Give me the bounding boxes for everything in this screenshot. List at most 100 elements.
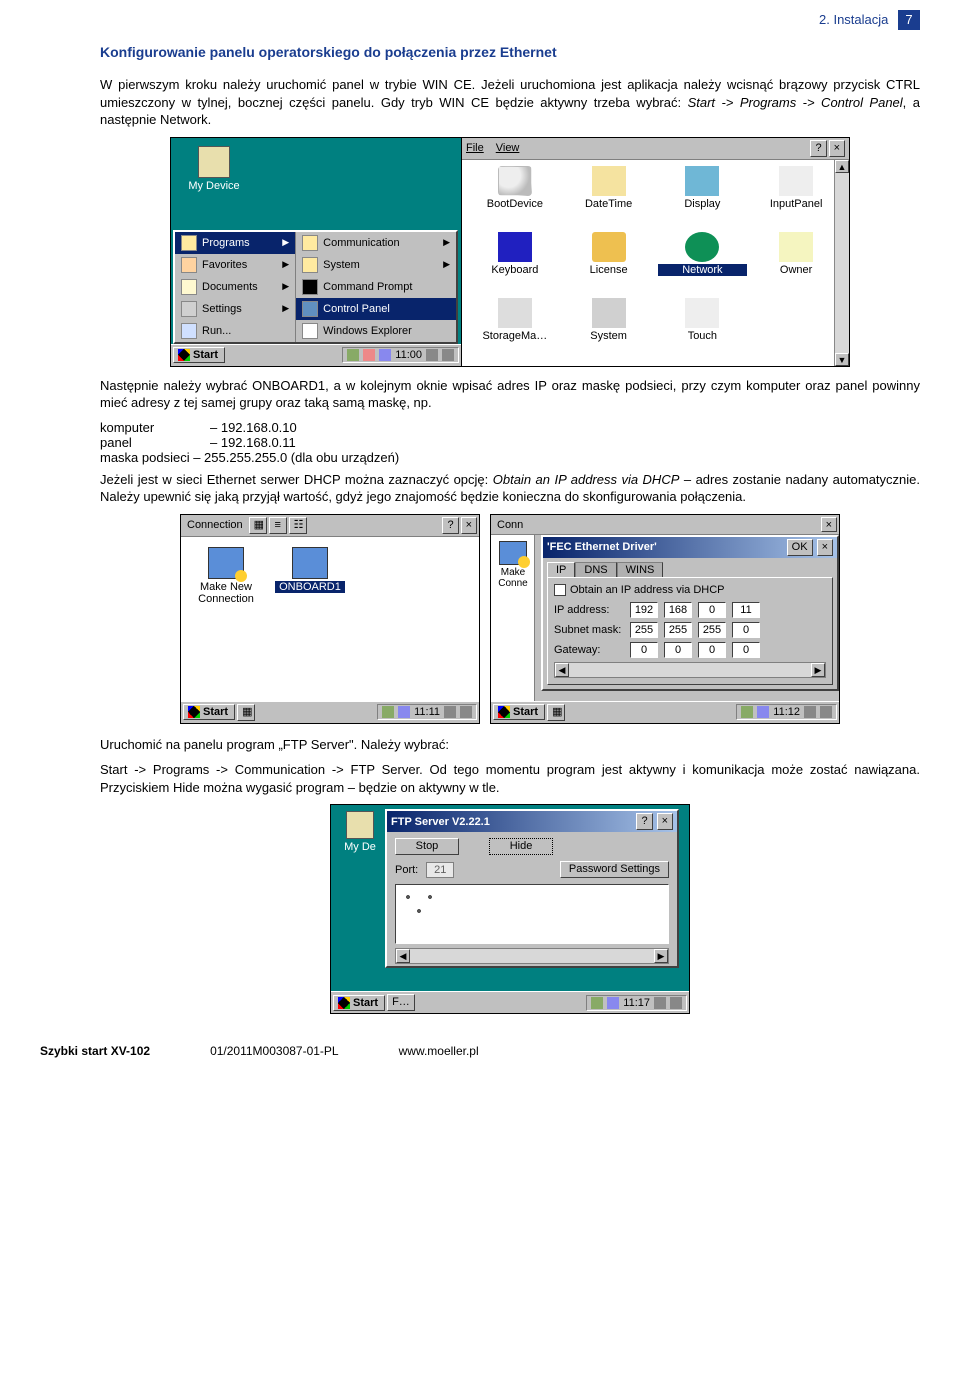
ip-oct-1[interactable]: 192 <box>630 602 658 618</box>
menu-view[interactable]: View <box>496 142 520 154</box>
run-icon <box>181 323 197 339</box>
start-menu-documents[interactable]: Documents▶ <box>175 276 295 298</box>
display-icon <box>685 166 719 196</box>
help-button[interactable]: ? <box>810 140 826 157</box>
connection-body: Make New Connection ONBOARD1 <box>181 537 479 701</box>
sub-oct-3[interactable]: 255 <box>698 622 726 638</box>
start-menu-settings[interactable]: Settings▶ <box>175 298 295 320</box>
conn-make-truncated[interactable]: Make Conne <box>493 541 533 589</box>
scroll-up-icon[interactable]: ▲ <box>835 160 849 173</box>
fec-taskbar: Start ▦ 11:12 <box>491 701 839 723</box>
password-settings-button[interactable]: Password Settings <box>560 861 669 878</box>
cp-system[interactable]: System <box>564 298 654 360</box>
close-button[interactable]: × <box>829 140 845 157</box>
vertical-scrollbar[interactable]: ▲ ▼ <box>834 160 849 366</box>
tray-icon <box>379 349 391 361</box>
para-ftp-intro: Uruchomić na panelu program „FTP Server"… <box>100 736 920 754</box>
start-button[interactable]: Start <box>333 995 385 1011</box>
taskbar-task-ftp[interactable]: F… <box>387 994 415 1011</box>
scroll-right-icon[interactable]: ▶ <box>811 663 825 677</box>
dhcp-checkbox[interactable] <box>554 584 566 596</box>
windows-flag-icon <box>498 706 510 718</box>
cp-network[interactable]: Network <box>658 232 748 294</box>
cp-storagemanager[interactable]: StorageMa… <box>470 298 560 360</box>
ftp-title: FTP Server V2.22.1 <box>391 816 490 828</box>
storage-label: StorageMa… <box>470 330 560 342</box>
close-button[interactable]: × <box>461 517 477 534</box>
ok-button[interactable]: OK <box>787 539 813 556</box>
close-button[interactable]: × <box>821 517 837 532</box>
tab-wins[interactable]: WINS <box>617 562 664 577</box>
start-button[interactable]: Start <box>493 704 545 720</box>
start-menu-favorites[interactable]: Favorites▶ <box>175 254 295 276</box>
footer-title: Szybki start XV-102 <box>40 1044 150 1058</box>
scroll-left-icon[interactable]: ◀ <box>555 663 569 677</box>
taskbar-task[interactable]: ▦ <box>547 704 565 721</box>
para1-path: Start -> Programs -> Control Panel <box>688 95 903 110</box>
desktop-icon-my-device[interactable]: My Device <box>179 146 249 192</box>
gw-oct-1[interactable]: 0 <box>630 642 658 658</box>
toolbar-btn[interactable]: ▦ <box>249 517 267 534</box>
start-menu-programs[interactable]: Programs▶ <box>175 232 295 254</box>
programs-windows-explorer[interactable]: Windows Explorer <box>296 320 456 342</box>
keyboard-label: Keyboard <box>470 264 560 276</box>
tab-ip[interactable]: IP <box>547 562 575 577</box>
cp-inputpanel[interactable]: InputPanel <box>751 166 841 228</box>
conn-onboard1[interactable]: ONBOARD1 <box>275 547 345 691</box>
programs-communication[interactable]: Communication▶ <box>296 232 456 254</box>
close-button[interactable]: × <box>817 539 833 556</box>
menu-file[interactable]: File <box>466 142 484 154</box>
cp-bootdevice[interactable]: BootDevice <box>470 166 560 228</box>
inputpanel-icon <box>779 166 813 196</box>
gw-oct-2[interactable]: 0 <box>664 642 692 658</box>
help-button[interactable]: ? <box>442 517 458 534</box>
conn-make-new[interactable]: Make New Connection <box>191 547 261 691</box>
start-menu-run[interactable]: Run... <box>175 320 295 342</box>
sub-oct-1[interactable]: 255 <box>630 622 658 638</box>
cp-display[interactable]: Display <box>658 166 748 228</box>
control-panel-menubar: File View ? × <box>462 138 849 160</box>
start-menu: Programs▶ Favorites▶ Documents▶ Settings… <box>173 230 458 344</box>
hide-button[interactable]: Hide <box>489 838 553 855</box>
horizontal-scrollbar[interactable]: ◀ ▶ <box>554 662 826 678</box>
start-button[interactable]: Start <box>183 704 235 720</box>
desktop-icon-truncated[interactable]: My De <box>337 811 383 853</box>
cp-datetime[interactable]: DateTime <box>564 166 654 228</box>
tray-icon <box>460 706 472 718</box>
connection-taskbar: Start ▦ 11:11 <box>181 701 479 723</box>
kv-val-panel: – 192.168.0.11 <box>210 435 296 450</box>
dhcp-checkbox-row[interactable]: Obtain an IP address via DHCP <box>554 584 826 596</box>
network-icon <box>685 232 719 262</box>
cp-touch[interactable]: Touch <box>658 298 748 360</box>
taskbar-task[interactable]: ▦ <box>237 704 255 721</box>
programs-command-prompt[interactable]: Command Prompt <box>296 276 456 298</box>
tray-icon <box>820 706 832 718</box>
help-button[interactable]: ? <box>636 813 652 830</box>
ip-oct-4[interactable]: 11 <box>732 602 760 618</box>
programs-control-panel[interactable]: Control Panel <box>296 298 456 320</box>
programs-system[interactable]: System▶ <box>296 254 456 276</box>
gw-oct-4[interactable]: 0 <box>732 642 760 658</box>
cp-keyboard[interactable]: Keyboard <box>470 232 560 294</box>
cp-license[interactable]: License <box>564 232 654 294</box>
gw-oct-3[interactable]: 0 <box>698 642 726 658</box>
ip-oct-2[interactable]: 168 <box>664 602 692 618</box>
scroll-down-icon[interactable]: ▼ <box>835 353 849 366</box>
horizontal-scrollbar[interactable]: ◀ ▶ <box>395 948 669 964</box>
stop-button[interactable]: Stop <box>395 838 459 855</box>
scroll-left-icon[interactable]: ◀ <box>396 949 410 963</box>
close-button[interactable]: × <box>657 813 673 830</box>
toolbar-btn[interactable]: ≡ <box>269 517 287 534</box>
ip-oct-3[interactable]: 0 <box>698 602 726 618</box>
scroll-right-icon[interactable]: ▶ <box>654 949 668 963</box>
favorites-label: Favorites <box>202 259 247 271</box>
tray-icon <box>398 706 410 718</box>
toolbar-btn[interactable]: ☷ <box>289 517 307 534</box>
sub-oct-4[interactable]: 0 <box>732 622 760 638</box>
start-button[interactable]: Start <box>173 347 225 363</box>
port-field: 21 <box>426 862 454 878</box>
cp-owner[interactable]: Owner <box>751 232 841 294</box>
sub-oct-2[interactable]: 255 <box>664 622 692 638</box>
command-prompt-label: Command Prompt <box>323 281 412 293</box>
tab-dns[interactable]: DNS <box>575 562 616 577</box>
